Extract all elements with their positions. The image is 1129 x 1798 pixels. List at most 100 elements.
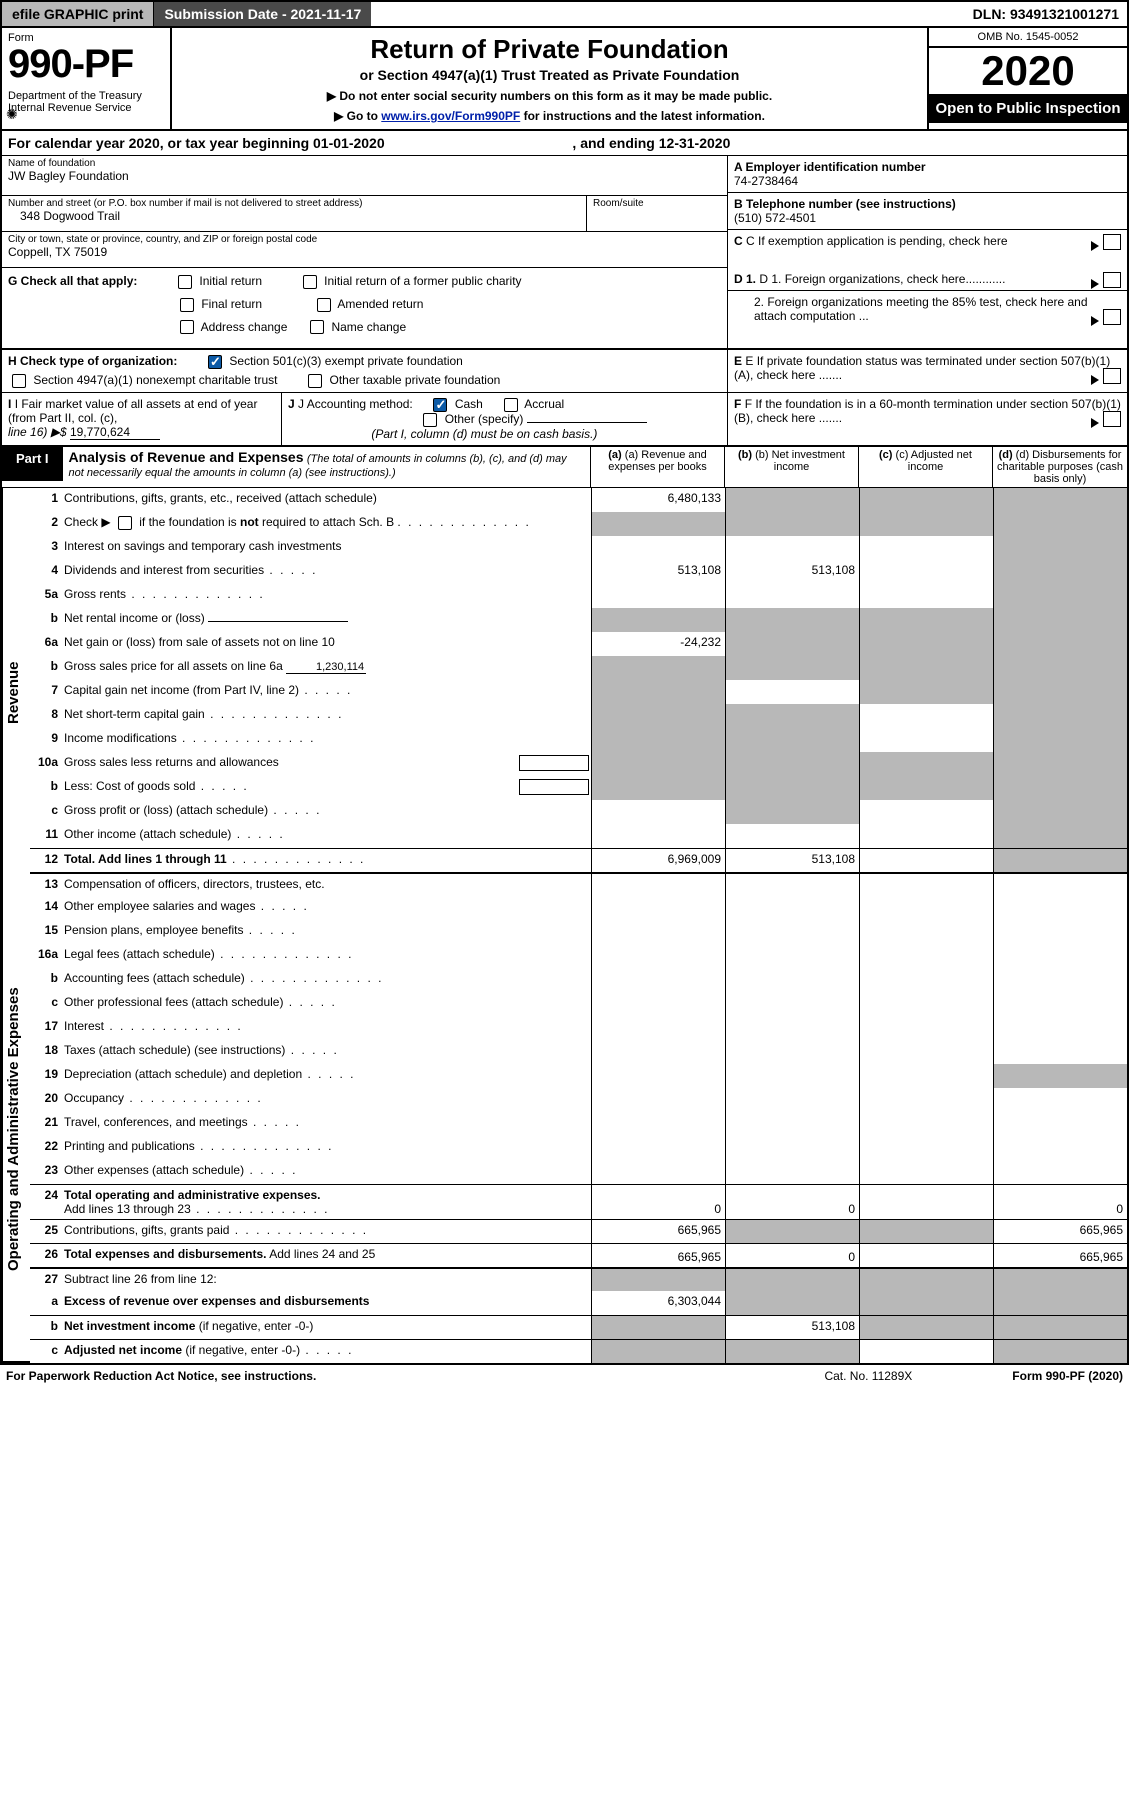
i-line16-label: line 16) ▶$ xyxy=(8,425,70,439)
col-c-head: (c) (c) Adjusted net income xyxy=(859,447,993,487)
h-501c3-checkbox[interactable] xyxy=(208,355,222,369)
l24-col-b: 0 xyxy=(725,1185,859,1219)
f-checkbox[interactable] xyxy=(1103,411,1121,427)
j-cash-checkbox[interactable] xyxy=(433,398,447,412)
l2-col-a xyxy=(591,512,725,536)
l12-desc: Total. Add lines 1 through 11 xyxy=(64,852,227,866)
section-j: J J Accounting method: Cash Accrual Othe… xyxy=(282,393,727,445)
l17-desc: Interest xyxy=(64,1019,104,1033)
section-h: H Check type of organization: Section 50… xyxy=(2,350,727,392)
l12-col-b: 513,108 xyxy=(725,849,859,872)
open-to-public-badge: Open to Public Inspection xyxy=(929,94,1127,123)
j-other-checkbox[interactable] xyxy=(423,413,437,427)
line-24: 24 Total operating and administrative ex… xyxy=(30,1184,1127,1219)
j-accrual: Accrual xyxy=(524,397,564,411)
arrow-icon xyxy=(1091,375,1099,385)
col-d-head: (d) (d) Disbursements for charitable pur… xyxy=(993,447,1127,487)
form990pf-link[interactable]: www.irs.gov/Form990PF xyxy=(381,109,520,123)
l27b-desc: Net investment income xyxy=(64,1319,195,1333)
g-addr-change-checkbox[interactable] xyxy=(180,320,194,334)
l10b-box xyxy=(519,779,589,795)
l24-col-a: 0 xyxy=(591,1185,725,1219)
info-right: A Employer identification number 74-2738… xyxy=(727,156,1127,268)
part1-header: Part I Analysis of Revenue and Expenses … xyxy=(0,447,1129,488)
h-501c3: Section 501(c)(3) exempt private foundat… xyxy=(229,354,462,368)
g-amended-checkbox[interactable] xyxy=(317,298,331,312)
instruction-link: ▶ Go to www.irs.gov/Form990PF for instru… xyxy=(182,109,917,123)
g-amended: Amended return xyxy=(337,297,423,311)
section-f: F F If the foundation is in a 60-month t… xyxy=(727,393,1127,445)
line-17: 17Interest xyxy=(30,1016,1127,1040)
j-other: Other (specify) xyxy=(445,412,524,426)
d2-text: 2. Foreign organizations meeting the 85%… xyxy=(754,295,1088,323)
analysis-table: Revenue Operating and Administrative Exp… xyxy=(0,488,1129,1365)
street-address-cell: Number and street (or P.O. box number if… xyxy=(2,196,587,231)
l26-col-b: 0 xyxy=(725,1244,859,1267)
g-initial-return-checkbox[interactable] xyxy=(178,275,192,289)
l16c-desc: Other professional fees (attach schedule… xyxy=(64,995,283,1009)
calendar-begin: For calendar year 2020, or tax year begi… xyxy=(8,135,385,151)
line-16a: 16aLegal fees (attach schedule) xyxy=(30,944,1127,968)
l11-desc: Other income (attach schedule) xyxy=(64,827,231,841)
l2-checkbox[interactable] xyxy=(118,516,132,530)
section-ij-f: I I Fair market value of all assets at e… xyxy=(0,392,1129,447)
footer: For Paperwork Reduction Act Notice, see … xyxy=(0,1365,1129,1387)
irs-label: Internal Revenue Service xyxy=(8,102,164,114)
e-text: E If private foundation status was termi… xyxy=(734,354,1110,382)
col-b-text: (b) Net investment income xyxy=(755,449,845,473)
arrow-icon xyxy=(1091,241,1099,251)
g-name-change-checkbox[interactable] xyxy=(310,320,324,334)
line-1: 1 Contributions, gifts, grants, etc., re… xyxy=(30,488,1127,512)
l19-desc: Depreciation (attach schedule) and deple… xyxy=(64,1067,302,1081)
dln-label: DLN: 93491321001271 xyxy=(965,2,1127,26)
l1-desc: Contributions, gifts, grants, etc., rece… xyxy=(62,488,591,512)
h-other-taxable: Other taxable private foundation xyxy=(330,373,501,387)
efile-print-button[interactable]: efile GRAPHIC print xyxy=(2,2,154,26)
l8-desc: Net short-term capital gain xyxy=(64,707,205,721)
address-block: Number and street (or P.O. box number if… xyxy=(2,196,727,232)
d1-checkbox[interactable] xyxy=(1103,272,1121,288)
j-accrual-checkbox[interactable] xyxy=(504,398,518,412)
e-checkbox[interactable] xyxy=(1103,368,1121,384)
box-c-checkbox[interactable] xyxy=(1103,234,1121,250)
l6a-desc: Net gain or (loss) from sale of assets n… xyxy=(62,632,591,656)
d2-checkbox[interactable] xyxy=(1103,309,1121,325)
l2-post: required to attach Sch. B xyxy=(259,515,394,529)
line-10a: 10a Gross sales less returns and allowan… xyxy=(30,752,1127,776)
box-c: C C If exemption application is pending,… xyxy=(728,230,1127,252)
line-5b: b Net rental income or (loss) xyxy=(30,608,1127,632)
line-3: 3Interest on savings and temporary cash … xyxy=(30,536,1127,560)
line-27b: bNet investment income (if negative, ent… xyxy=(30,1315,1127,1339)
form-subtitle: or Section 4947(a)(1) Trust Treated as P… xyxy=(182,67,917,83)
g-initial: Initial return xyxy=(199,274,262,288)
g-final-checkbox[interactable] xyxy=(180,298,194,312)
arrow-icon xyxy=(1091,418,1099,428)
l10a-box xyxy=(519,755,589,771)
year-block: OMB No. 1545-0052 2020 Open to Public In… xyxy=(927,28,1127,129)
i-fmv-value: 19,770,624 xyxy=(70,425,160,440)
line-13: 13Compensation of officers, directors, t… xyxy=(30,872,1127,896)
ein-block: A Employer identification number 74-2738… xyxy=(728,156,1127,193)
ein-label: A Employer identification number xyxy=(734,160,1121,174)
footer-left: For Paperwork Reduction Act Notice, see … xyxy=(6,1369,824,1383)
footer-cat: Cat. No. 11289X xyxy=(824,1369,912,1383)
l21-desc: Travel, conferences, and meetings xyxy=(64,1115,248,1129)
submission-date-label: Submission Date - 2021-11-17 xyxy=(154,2,371,26)
tax-year: 2020 xyxy=(929,48,1127,94)
line-23: 23Other expenses (attach schedule) xyxy=(30,1160,1127,1184)
g-name-change: Name change xyxy=(331,320,406,334)
l1-col-c xyxy=(859,488,993,512)
section-d: D 1. D 1. Foreign organizations, check h… xyxy=(727,268,1127,348)
g-final: Final return xyxy=(201,297,262,311)
calendar-year-row: For calendar year 2020, or tax year begi… xyxy=(0,131,1129,156)
g-initial-former-checkbox[interactable] xyxy=(303,275,317,289)
line-25: 25Contributions, gifts, grants paid 665,… xyxy=(30,1219,1127,1243)
section-g: G Check all that apply: Initial return I… xyxy=(2,268,727,348)
d1-text: D 1. Foreign organizations, check here..… xyxy=(759,272,1005,286)
line-9: 9Income modifications xyxy=(30,728,1127,752)
h-other-taxable-checkbox[interactable] xyxy=(308,374,322,388)
line-27a: aExcess of revenue over expenses and dis… xyxy=(30,1291,1127,1315)
dept-treasury-label: Department of the Treasury xyxy=(8,90,164,102)
h-4947-checkbox[interactable] xyxy=(12,374,26,388)
l2-col-d xyxy=(993,512,1127,536)
